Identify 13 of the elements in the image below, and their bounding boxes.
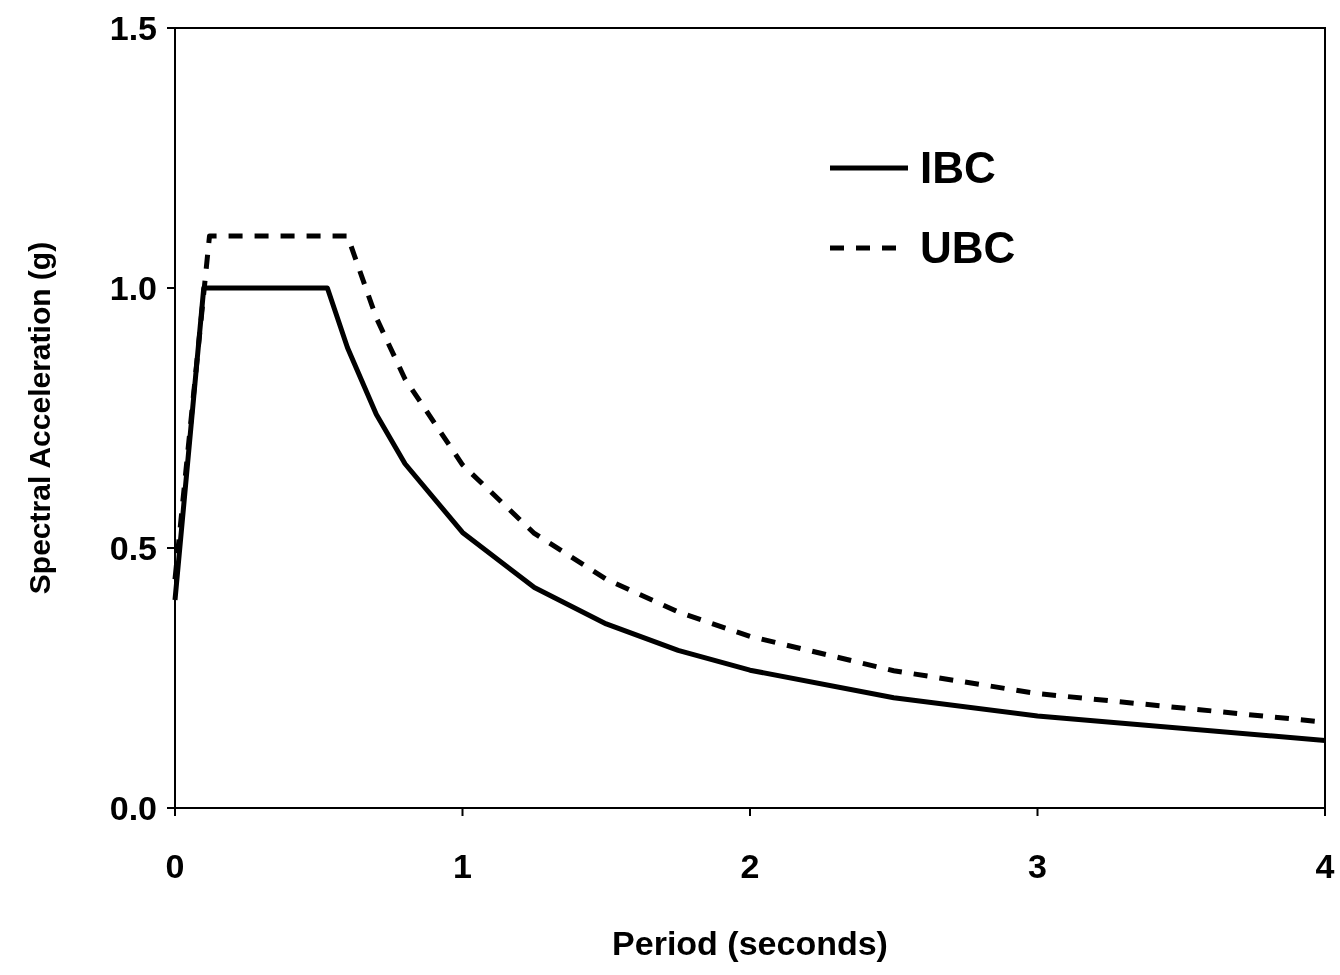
y-tick-label: 1.0 (109, 268, 157, 307)
legend-label: IBC (920, 143, 996, 193)
y-tick-label: 1.5 (109, 8, 157, 47)
x-tick-label: 4 (1315, 847, 1335, 885)
x-tick-label: 0 (165, 847, 185, 885)
x-axis-title: Period (seconds) (612, 924, 888, 962)
x-tick-label: 2 (740, 847, 760, 885)
y-tick-label: 0.0 (109, 788, 157, 827)
legend-label: UBC (920, 223, 1016, 273)
y-axis-title: Spectral Acceleration (g) (23, 241, 56, 595)
y-tick-label: 0.5 (109, 528, 157, 567)
x-tick-label: 3 (1028, 847, 1047, 885)
x-tick-label: 1 (453, 847, 472, 885)
